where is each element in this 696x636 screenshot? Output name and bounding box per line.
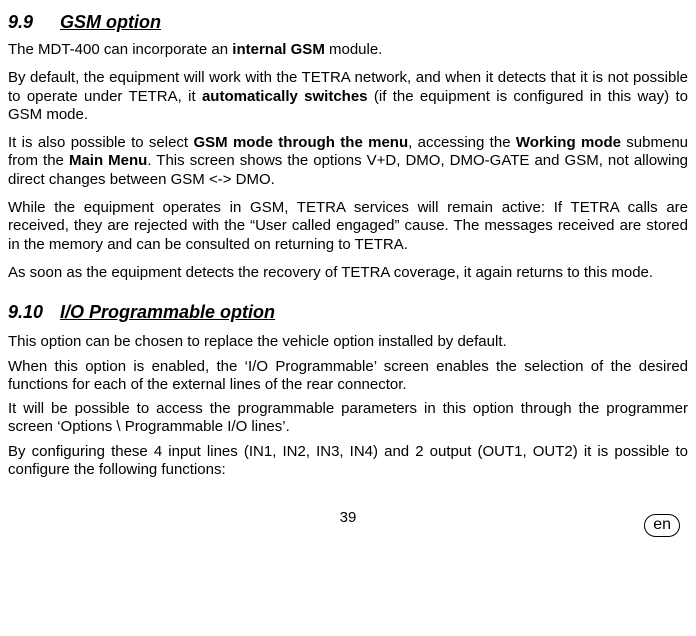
- bold-text: GSM mode through the menu: [193, 134, 408, 151]
- heading-9-9-number: 9.9: [8, 12, 50, 33]
- para-9-10-1: This option can be chosen to replace the…: [8, 333, 688, 351]
- para-9-9-2: By default, the equipment will work with…: [8, 69, 688, 124]
- heading-9-9-title: GSM option: [60, 12, 161, 32]
- para-9-9-3: It is also possible to select GSM mode t…: [8, 134, 688, 189]
- section-9-10: 9.10 I/O Programmable option This option …: [8, 302, 688, 479]
- para-9-9-5: As soon as the equipment detects the rec…: [8, 264, 688, 282]
- para-9-10-3: It will be possible to access the progra…: [8, 400, 688, 437]
- language-badge: en: [644, 514, 680, 537]
- para-9-10-2: When this option is enabled, the ‘I/O Pr…: [8, 358, 688, 395]
- bold-text: internal GSM: [232, 41, 325, 58]
- heading-9-10: 9.10 I/O Programmable option: [8, 302, 688, 323]
- para-9-9-4: While the equipment operates in GSM, TET…: [8, 199, 688, 254]
- para-9-9-1: The MDT-400 can incorporate an internal …: [8, 41, 688, 59]
- page-number: 39: [8, 509, 688, 526]
- page-footer: 39 en: [8, 509, 688, 537]
- text: module.: [325, 41, 383, 58]
- text: , accessing the: [408, 134, 516, 151]
- text: The MDT-400 can incorporate an: [8, 41, 232, 58]
- bold-text: Main Menu: [69, 152, 147, 169]
- heading-9-10-number: 9.10: [8, 302, 50, 323]
- bold-text: automatically switches: [202, 88, 368, 105]
- text: It is also possible to select: [8, 134, 193, 151]
- heading-9-10-title: I/O Programmable option: [60, 302, 275, 322]
- para-9-10-4: By configuring these 4 input lines (IN1,…: [8, 443, 688, 480]
- heading-9-9: 9.9 GSM option: [8, 12, 688, 33]
- document-page: 9.9 GSM option The MDT-400 can incorporat…: [0, 0, 696, 549]
- bold-text: Working mode: [516, 134, 621, 151]
